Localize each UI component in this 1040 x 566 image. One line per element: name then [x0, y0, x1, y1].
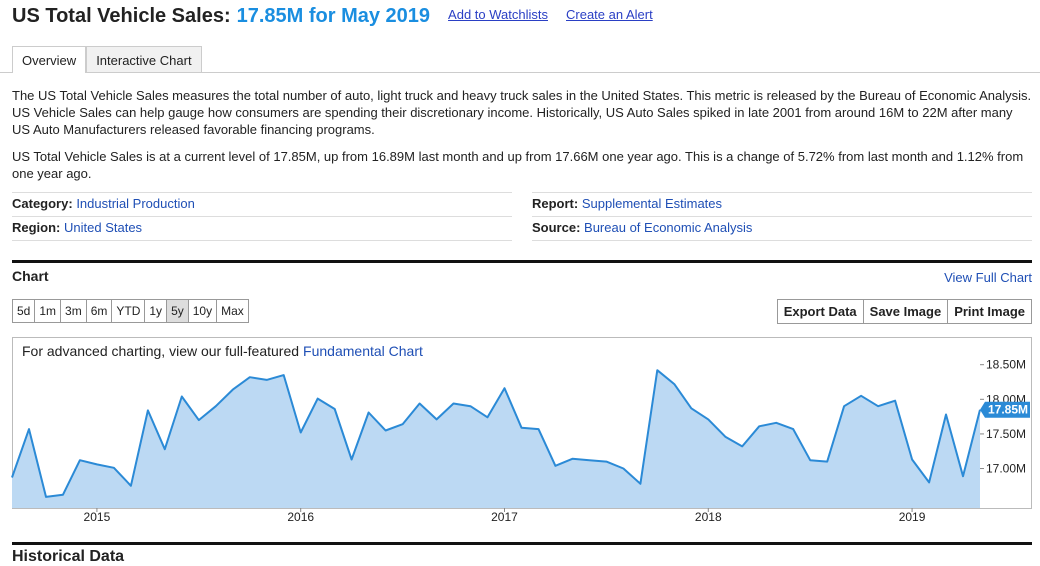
- x-tick-label: 2016: [287, 510, 314, 524]
- range-button[interactable]: 1m: [34, 299, 62, 323]
- y-tick-label: 18.50M: [986, 358, 1026, 372]
- meta-grid: Category: Industrial Production Report: S…: [12, 192, 1032, 241]
- range-button[interactable]: 5y: [166, 299, 189, 323]
- x-tick-label: 2018: [695, 510, 722, 524]
- meta-value[interactable]: Bureau of Economic Analysis: [584, 220, 753, 235]
- range-button[interactable]: 5d: [12, 299, 36, 323]
- tabs: Overview Interactive Chart: [12, 46, 202, 73]
- action-button[interactable]: Export Data: [776, 299, 864, 324]
- area: [12, 370, 980, 508]
- x-tick-label: 2017: [491, 510, 518, 524]
- view-full-chart[interactable]: View Full Chart: [944, 270, 1032, 285]
- range-button[interactable]: 6m: [85, 299, 113, 323]
- x-tick-label: 2015: [84, 510, 111, 524]
- section-title: Historical Data: [12, 548, 125, 565]
- header-link[interactable]: Create an Alert: [566, 7, 653, 22]
- description: The US Total Vehicle Sales measures the …: [12, 87, 1032, 192]
- paragraph: The US Total Vehicle Sales measures the …: [12, 88, 1032, 137]
- headline: 17.85M for May 2019: [236, 5, 431, 27]
- section-rule: [12, 542, 1032, 545]
- meta-label: Source:: [532, 220, 581, 235]
- meta-row: Report: Supplemental Estimates: [532, 192, 1032, 216]
- range-button[interactable]: 3m: [60, 299, 87, 323]
- chart-notice: For advanced charting, view our full-fea…: [22, 343, 299, 359]
- range-button[interactable]: 10y: [187, 299, 218, 323]
- meta-row: Category: Industrial Production: [12, 192, 512, 216]
- range-button[interactable]: YTD: [111, 299, 146, 323]
- action-buttons: Export Data Save Image Print Image: [776, 299, 1032, 324]
- chart-notice-link[interactable]: Fundamental Chart: [303, 343, 423, 359]
- paragraph: US Total Vehicle Sales is at a current l…: [12, 149, 1024, 181]
- x-tick-label: 2019: [899, 510, 926, 524]
- range-button[interactable]: Max: [216, 299, 249, 323]
- meta-label: Category:: [12, 196, 73, 211]
- action-button[interactable]: Save Image: [862, 299, 949, 324]
- page-title: US Total Vehicle Sales:: [12, 5, 231, 27]
- header: US Total Vehicle Sales: 17.85M for May 20…: [12, 5, 653, 28]
- meta-value[interactable]: Industrial Production: [76, 196, 195, 211]
- tab[interactable]: Interactive Chart: [86, 46, 202, 72]
- meta-value[interactable]: United States: [64, 220, 143, 235]
- value-label: 17.85M: [988, 403, 1028, 417]
- meta-value[interactable]: Supplemental Estimates: [581, 196, 723, 211]
- value-flag: [980, 401, 1030, 418]
- tab[interactable]: Overview: [12, 46, 87, 73]
- range-buttons: 5d 1m 3m 6m YTD 1y 5y 10y Max: [12, 299, 249, 323]
- y-tick-label: 17.50M: [986, 427, 1026, 441]
- action-button[interactable]: Print Image: [947, 299, 1032, 324]
- header-link[interactable]: Add to Watchlists: [448, 7, 548, 22]
- meta-row: Region: United States: [12, 216, 512, 241]
- tab-divider: [0, 72, 1040, 73]
- meta-row: Source: Bureau of Economic Analysis: [532, 216, 1032, 241]
- y-tick-label: 17.00M: [986, 462, 1026, 476]
- range-button[interactable]: 1y: [144, 299, 168, 323]
- section-title: Chart: [12, 268, 49, 284]
- meta-label: Report:: [532, 196, 579, 211]
- line: [11, 369, 981, 498]
- meta-label: Region:: [12, 220, 61, 235]
- section-rule: [12, 260, 1032, 263]
